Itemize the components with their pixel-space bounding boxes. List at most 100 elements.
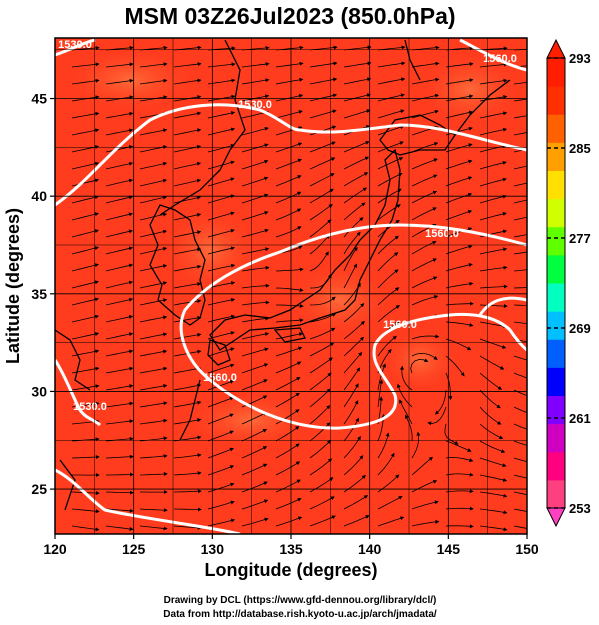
contour-1560-east	[478, 296, 527, 316]
streamline	[139, 195, 168, 204]
streamline	[377, 305, 400, 323]
streamline	[479, 491, 508, 498]
streamline	[309, 61, 338, 68]
streamline	[343, 367, 361, 391]
streamline	[105, 195, 134, 204]
streamline	[173, 212, 202, 221]
plot-area: 1530.0 1560.0 1560.0 1560.0 1530.0 1560.…	[55, 38, 527, 534]
contour-label: 1560.0	[203, 372, 237, 384]
streamline	[479, 321, 508, 329]
colorbar-segment	[547, 367, 565, 396]
streamline	[241, 265, 270, 272]
streamline	[479, 160, 507, 170]
streamline	[173, 453, 202, 459]
streamline	[479, 127, 508, 136]
streamline	[105, 128, 134, 136]
streamline	[411, 519, 440, 527]
graticule	[55, 38, 527, 534]
streamline	[71, 195, 99, 204]
streamline	[343, 156, 370, 170]
y-axis: 25 30 35 40 45	[31, 91, 55, 497]
streamline	[377, 109, 405, 119]
colorbar: 293 285 277 269 261 253	[546, 38, 591, 528]
contour-1560-ne	[459, 38, 527, 72]
streamline	[139, 212, 168, 221]
streamline	[105, 62, 134, 68]
x-tick-label: 125	[122, 541, 146, 557]
streamline	[139, 78, 168, 85]
streamline	[343, 455, 364, 476]
streamline	[71, 161, 100, 170]
streamline	[173, 383, 202, 391]
colorbar-segment	[547, 311, 565, 340]
streamline	[377, 235, 399, 255]
y-tick-label: 30	[31, 383, 47, 399]
streamline	[241, 363, 269, 374]
streamline	[377, 188, 402, 204]
colorbar-top-arrow	[546, 38, 566, 59]
colorbar-segment	[547, 86, 565, 115]
streamline	[71, 314, 100, 323]
streamline	[309, 173, 335, 187]
streamline	[479, 194, 507, 204]
streamline	[411, 431, 421, 459]
streamline	[479, 177, 507, 187]
streamline	[479, 265, 508, 272]
streamline	[71, 212, 99, 221]
streamline	[479, 78, 508, 85]
contour-label: 1560.0	[383, 319, 417, 331]
streamline	[479, 372, 503, 390]
streamline	[343, 61, 372, 68]
streamline	[513, 234, 527, 238]
y-tick-label: 40	[31, 188, 47, 204]
y-axis-label: Latitude (degrees)	[3, 208, 23, 364]
contour-1530-nw	[55, 38, 96, 57]
streamline	[173, 366, 202, 374]
streamline	[513, 525, 527, 529]
streamline	[105, 246, 134, 255]
streamline	[173, 247, 202, 255]
streamline	[377, 141, 404, 153]
streamline	[377, 516, 405, 527]
streamline	[513, 457, 527, 463]
streamline	[105, 178, 134, 187]
streamline	[275, 426, 300, 442]
streamline	[173, 525, 202, 530]
colorbar-segment	[547, 226, 565, 256]
warm-patch	[160, 205, 260, 295]
streamline	[343, 109, 371, 119]
streamline	[445, 78, 474, 85]
streamline	[343, 352, 363, 374]
streamline	[343, 187, 368, 204]
streamline	[513, 199, 527, 204]
streamline	[173, 489, 202, 494]
streamline	[139, 128, 168, 136]
streamline	[445, 372, 453, 401]
colorbar-segment	[547, 451, 565, 481]
colorbar-tick-label: 285	[569, 141, 591, 156]
streamline	[275, 287, 304, 292]
streamline	[241, 347, 269, 357]
streamline	[139, 401, 168, 408]
streamline	[309, 388, 331, 408]
contour-label: 1530.0	[238, 99, 272, 111]
streamline	[343, 474, 366, 493]
streamline	[105, 263, 134, 272]
streamline	[377, 157, 404, 170]
streamline	[241, 211, 269, 221]
colorbar-tick-label: 269	[569, 321, 591, 336]
streamline	[377, 452, 395, 476]
streamline	[173, 195, 202, 204]
streamline	[445, 524, 474, 529]
taiwan	[59, 459, 76, 511]
streamline	[139, 384, 168, 391]
y-tick-label: 45	[31, 91, 47, 107]
streamline	[445, 110, 474, 119]
streamline	[343, 320, 365, 340]
streamline	[276, 303, 304, 308]
shikoku	[273, 327, 306, 343]
streamline	[309, 477, 334, 493]
streamline	[105, 419, 134, 425]
credit-drawing: Drawing by DCL (https://www.gfd-dennou.o…	[164, 595, 437, 606]
